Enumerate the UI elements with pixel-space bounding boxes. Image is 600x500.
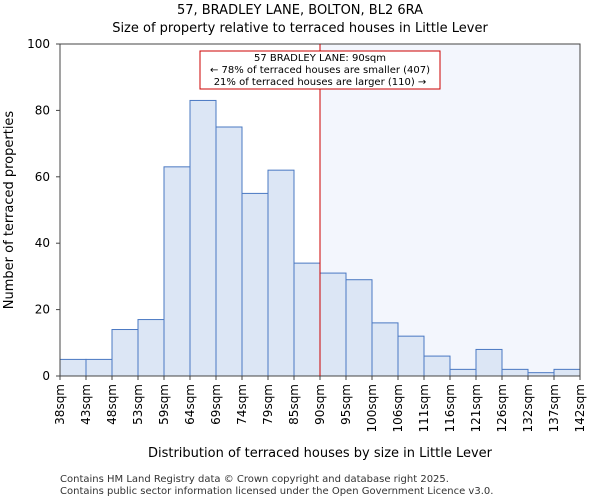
- bar-121sqm: [475, 348, 503, 377]
- x-tick-label: 38sqm: [53, 384, 67, 425]
- y-ticks: 0 20 40 60 80 100: [27, 37, 60, 383]
- x-tick-label: 48sqm: [105, 384, 119, 425]
- x-tick-label: 111sqm: [417, 384, 431, 432]
- bar-95sqm: [345, 279, 373, 377]
- x-ticks: 38sqm 43sqm 48sqm 53sqm 59sqm 64sqm 69sqm 74sqm…: [53, 376, 587, 432]
- bar-90sqm: [319, 272, 347, 377]
- bar-53sqm: [137, 319, 165, 377]
- x-tick-label: 69sqm: [209, 384, 223, 425]
- bar-38sqm: [59, 358, 87, 377]
- x-tick-label: 106sqm: [391, 384, 405, 432]
- y-tick-label: 40: [35, 236, 50, 250]
- footer-line-2: Contains public sector information licen…: [60, 486, 493, 497]
- bar-116sqm: [449, 368, 477, 377]
- x-tick-label: 142sqm: [573, 384, 587, 432]
- chart-subtitle: Size of property relative to terraced ho…: [112, 21, 488, 36]
- bar-43sqm: [85, 358, 113, 377]
- x-tick-label: 121sqm: [469, 384, 483, 432]
- x-tick-label: 137sqm: [547, 384, 561, 432]
- bar-126sqm: [501, 368, 529, 377]
- bar-100sqm: [371, 322, 399, 377]
- footer-line-1: Contains HM Land Registry data © Crown c…: [60, 474, 449, 485]
- bar-106sqm: [397, 335, 425, 377]
- bar-69sqm: [215, 126, 243, 377]
- y-tick-label: 100: [27, 37, 50, 51]
- bar-74sqm: [241, 192, 269, 377]
- bar-79sqm: [267, 169, 295, 377]
- y-tick-label: 0: [42, 369, 50, 383]
- y-tick-label: 60: [35, 170, 50, 184]
- annotation-line-1: 57 BRADLEY LANE: 90sqm: [254, 53, 386, 64]
- x-tick-label: 85sqm: [287, 384, 301, 425]
- x-tick-label: 132sqm: [521, 384, 535, 432]
- x-tick-label: 79sqm: [261, 384, 275, 425]
- x-tick-label: 74sqm: [235, 384, 249, 425]
- annotation-line-3: 21% of terraced houses are larger (110) …: [214, 77, 427, 88]
- x-tick-label: 59sqm: [157, 384, 171, 425]
- x-tick-label: 43sqm: [79, 384, 93, 425]
- annotation: 57 BRADLEY LANE: 90sqm ← 78% of terraced…: [199, 50, 441, 90]
- bar-137sqm: [553, 368, 581, 377]
- x-axis-label: Distribution of terraced houses by size …: [148, 446, 493, 461]
- annotation-box: [199, 50, 441, 90]
- chart-title: 57, BRADLEY LANE, BOLTON, BL2 6RA: [177, 3, 423, 18]
- x-tick-label: 53sqm: [131, 384, 145, 425]
- bar-48sqm: [111, 329, 139, 377]
- x-tick-label: 90sqm: [313, 384, 327, 425]
- x-tick-label: 126sqm: [495, 384, 509, 432]
- y-tick-label: 80: [35, 103, 50, 117]
- bar-111sqm: [423, 355, 451, 377]
- y-tick-label: 20: [35, 303, 50, 317]
- bar-59sqm: [163, 166, 191, 377]
- bar-85sqm: [293, 262, 321, 377]
- x-tick-label: 64sqm: [183, 384, 197, 425]
- x-tick-label: 100sqm: [365, 384, 379, 432]
- x-tick-label: 95sqm: [339, 384, 353, 425]
- y-axis-label: Number of terraced properties: [2, 111, 17, 310]
- bars-group: [59, 99, 581, 377]
- bar-64sqm: [189, 99, 217, 377]
- annotation-line-2: ← 78% of terraced houses are smaller (40…: [210, 65, 430, 76]
- x-tick-label: 116sqm: [443, 384, 457, 432]
